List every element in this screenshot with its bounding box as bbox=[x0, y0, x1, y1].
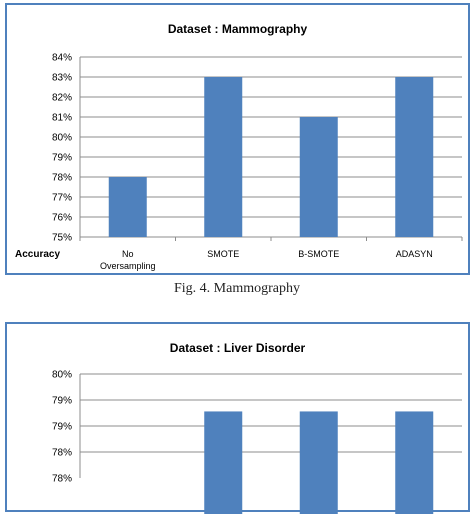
liver-disorder-chart: Dataset : Liver Disorder 80% 79% 79% 78% 78% bbox=[5, 322, 470, 514]
y-tick-label: 75% bbox=[52, 233, 72, 244]
y-tick-label: 80% bbox=[52, 133, 72, 144]
row-label: Accuracy bbox=[15, 249, 60, 260]
bar bbox=[395, 411, 434, 514]
mammography-plot: 84% 83% 82% 81% 80% 79% 78% 77% 76% 75% No Oversamp… bbox=[15, 53, 463, 271]
y-tick-label: 81% bbox=[52, 113, 72, 124]
chart-title: Dataset : Mammography bbox=[167, 22, 308, 36]
x-category-label: B-SMOTE bbox=[298, 249, 339, 259]
mammography-chart: Dataset : Mammography 84% 83% 82% 81% 80% 79%… bbox=[5, 3, 470, 275]
y-tick-label: 77% bbox=[52, 193, 72, 204]
y-tick-label: 83% bbox=[52, 73, 72, 84]
figure-caption: Fig. 4. Mammography bbox=[174, 281, 300, 296]
x-category-label: No Oversampling bbox=[100, 249, 156, 271]
y-tick-label: 76% bbox=[52, 213, 72, 224]
y-tick-label: 79% bbox=[52, 396, 72, 407]
bar bbox=[299, 411, 338, 514]
y-tick-label: 78% bbox=[52, 474, 72, 485]
y-tick-label: 82% bbox=[52, 93, 72, 104]
bar bbox=[299, 117, 338, 237]
y-tick-label: 80% bbox=[52, 370, 72, 381]
y-tick-label: 79% bbox=[52, 153, 72, 164]
y-tick-label: 84% bbox=[52, 53, 72, 64]
liver-disorder-plot: 80% 79% 79% 78% 78% bbox=[52, 370, 462, 514]
y-tick-label: 78% bbox=[52, 448, 72, 459]
y-tick-label: 79% bbox=[52, 422, 72, 433]
x-category-label: SMOTE bbox=[207, 249, 239, 259]
chart-title: Dataset : Liver Disorder bbox=[169, 341, 306, 355]
bar bbox=[108, 177, 147, 237]
x-category-label: ADASYN bbox=[396, 249, 433, 259]
bar bbox=[395, 77, 434, 237]
bar bbox=[204, 411, 243, 514]
bar bbox=[204, 77, 243, 237]
y-tick-label: 78% bbox=[52, 173, 72, 184]
